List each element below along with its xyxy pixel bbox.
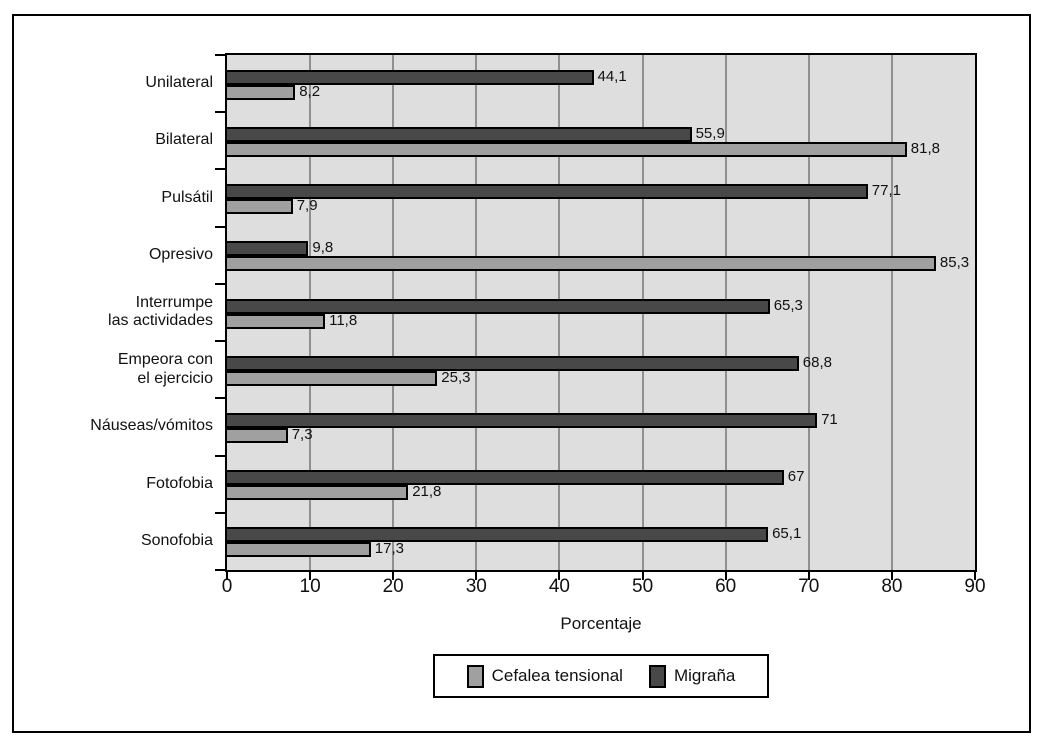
bar-migra-a bbox=[227, 298, 770, 314]
bar-cefalea-tensional bbox=[227, 542, 371, 558]
x-tick-label: 50 bbox=[632, 576, 654, 597]
bar-migra-a bbox=[227, 69, 594, 85]
x-tick-label: 10 bbox=[299, 576, 321, 597]
x-axis-tick bbox=[558, 572, 561, 580]
category-label: Sonofobia bbox=[140, 531, 213, 549]
gridline bbox=[807, 55, 810, 570]
x-axis-tick bbox=[475, 572, 478, 580]
chart-frame: 44,1 8,2 55,9 81,8 77,1 7,9 9,8 85,3 65,3 11,8 68,… bbox=[12, 14, 1031, 733]
legend-item-cefalea: Cefalea tensional bbox=[466, 664, 623, 688]
bar-value-label: 81,8 bbox=[910, 139, 940, 157]
x-axis-tick bbox=[724, 572, 727, 580]
bar-cefalea-tensional bbox=[227, 84, 296, 100]
legend: Cefalea tensional Migraña bbox=[433, 654, 769, 698]
bar-value-label: 8,2 bbox=[299, 82, 321, 100]
x-tick-label: 0 bbox=[221, 576, 233, 597]
gridline bbox=[890, 55, 893, 570]
bar-value-label: 65,3 bbox=[773, 296, 803, 314]
bar-value-label: 44,1 bbox=[597, 67, 627, 85]
bar-value-label: 67 bbox=[787, 468, 805, 486]
bar-value-label: 68,8 bbox=[802, 353, 832, 371]
legend-swatch-cefalea-tensional bbox=[466, 664, 484, 688]
bar-value-label: 9,8 bbox=[312, 239, 334, 257]
bar-cefalea-tensional bbox=[227, 485, 409, 501]
bar-value-label: 71 bbox=[821, 410, 838, 428]
x-axis-tick bbox=[309, 572, 312, 580]
x-tick-label: 80 bbox=[881, 576, 903, 597]
y-axis-tick bbox=[215, 569, 225, 571]
bar-cefalea-tensional bbox=[227, 141, 907, 157]
bar-cefalea-tensional bbox=[227, 199, 293, 215]
bar-value-label: 25,3 bbox=[441, 368, 471, 386]
bar-migra-a bbox=[227, 241, 309, 257]
y-axis-tick bbox=[215, 168, 225, 171]
category-label: Fotofobia bbox=[146, 474, 213, 492]
bar-cefalea-tensional bbox=[227, 313, 326, 329]
bar-migra-a bbox=[227, 527, 769, 543]
category-label: Bilateral bbox=[155, 131, 213, 149]
bar-value-label: 55,9 bbox=[695, 124, 725, 142]
y-axis-tick bbox=[215, 282, 225, 285]
bar-migra-a bbox=[227, 126, 692, 142]
y-axis-tick bbox=[215, 111, 225, 114]
x-axis-tick bbox=[890, 572, 893, 580]
bar-value-label: 85,3 bbox=[939, 254, 970, 272]
category-label: Interrumpe las actividades bbox=[108, 293, 213, 330]
x-tick-label: 70 bbox=[798, 576, 820, 597]
bar-migra-a bbox=[227, 184, 868, 200]
legend-swatch-migrana bbox=[648, 664, 666, 688]
y-axis-tick bbox=[215, 225, 225, 228]
bar-value-label: 21,8 bbox=[412, 483, 442, 501]
legend-label: Cefalea tensional bbox=[491, 666, 623, 685]
bar-migra-a bbox=[227, 355, 799, 371]
x-tick-label: 20 bbox=[382, 576, 404, 597]
y-axis-tick bbox=[215, 54, 225, 56]
x-axis-tick bbox=[974, 572, 976, 580]
bar-value-label: 77,1 bbox=[871, 182, 901, 200]
y-axis-tick bbox=[215, 511, 225, 514]
legend-item-migrana: Migraña bbox=[648, 664, 736, 688]
category-label: Empeora con el ejercicio bbox=[117, 350, 213, 387]
x-tick-label: 60 bbox=[715, 576, 737, 597]
x-tick-label: 40 bbox=[548, 576, 570, 597]
x-tick-label: 90 bbox=[964, 576, 986, 597]
bar-cefalea-tensional bbox=[227, 256, 936, 272]
bar-cefalea-tensional bbox=[227, 427, 288, 443]
y-axis-tick bbox=[215, 340, 225, 343]
y-axis-tick bbox=[215, 397, 225, 400]
category-label: Unilateral bbox=[145, 74, 213, 92]
bar-value-label: 17,3 bbox=[374, 540, 404, 558]
x-axis-tick bbox=[641, 572, 644, 580]
y-axis-tick bbox=[215, 454, 225, 457]
bar-value-label: 7,3 bbox=[291, 425, 313, 443]
x-axis-tick bbox=[807, 572, 810, 580]
bar-migra-a bbox=[227, 412, 818, 428]
x-axis-tick bbox=[226, 572, 228, 580]
bar-cefalea-tensional bbox=[227, 370, 438, 386]
bar-value-label: 65,1 bbox=[772, 525, 802, 543]
category-label: Opresivo bbox=[148, 245, 213, 263]
x-tick-label: 30 bbox=[465, 576, 487, 597]
category-label: Pulsátil bbox=[161, 188, 213, 206]
bar-value-label: 7,9 bbox=[296, 197, 318, 215]
bar-value-label: 11,8 bbox=[329, 311, 358, 329]
x-axis-tick bbox=[392, 572, 395, 580]
x-axis-title: Porcentaje bbox=[560, 614, 642, 633]
bar-migra-a bbox=[227, 470, 784, 486]
category-label: Náuseas/vómitos bbox=[90, 417, 213, 435]
legend-label: Migraña bbox=[673, 666, 736, 685]
plot-area: 44,1 8,2 55,9 81,8 77,1 7,9 9,8 85,3 65,3 11,8 68,… bbox=[225, 53, 977, 572]
